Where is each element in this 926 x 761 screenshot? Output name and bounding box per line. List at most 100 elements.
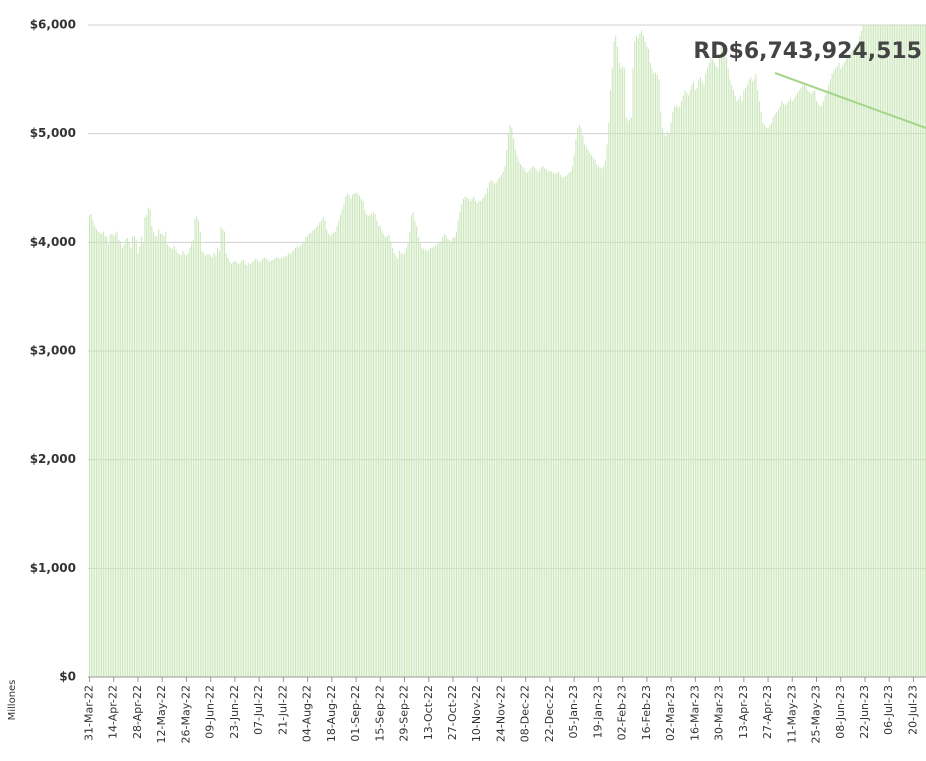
bar <box>779 106 781 677</box>
bar <box>345 196 347 677</box>
bar <box>542 166 544 677</box>
bar <box>575 139 577 677</box>
bar <box>627 120 629 677</box>
bar <box>899 25 901 677</box>
bar <box>480 201 482 677</box>
bar <box>466 197 468 677</box>
bar <box>571 166 573 677</box>
bar <box>741 101 743 677</box>
bar <box>348 195 350 677</box>
bar <box>687 95 689 677</box>
bar <box>923 25 925 677</box>
bar <box>878 25 880 677</box>
bar <box>701 81 703 677</box>
bar <box>777 109 779 677</box>
bar <box>339 215 341 677</box>
bar <box>603 166 605 677</box>
x-tick-label: 04-Aug-22 <box>301 685 314 742</box>
bar <box>850 52 852 677</box>
bar <box>288 253 290 677</box>
bar <box>343 204 345 677</box>
bar <box>312 230 314 677</box>
bar <box>462 198 464 677</box>
bar <box>732 90 734 677</box>
bar <box>762 122 764 677</box>
bar <box>635 35 637 677</box>
bar <box>139 246 141 677</box>
bar <box>281 257 283 677</box>
bar <box>629 119 631 677</box>
bar <box>431 247 433 677</box>
bar <box>869 25 871 677</box>
bar <box>696 88 698 677</box>
y-tick-label: $1,000 <box>30 561 76 575</box>
bar <box>199 231 201 677</box>
bar <box>367 216 369 677</box>
bar <box>885 25 887 677</box>
bar <box>355 192 357 677</box>
bar <box>649 63 651 677</box>
bar <box>809 92 811 677</box>
bar <box>234 260 236 677</box>
bar <box>388 234 390 677</box>
bar <box>525 171 527 677</box>
bar <box>558 171 560 677</box>
x-tick-label: 30-Mar-23 <box>713 685 726 741</box>
bar <box>303 241 305 677</box>
bar <box>246 265 248 677</box>
bar <box>772 117 774 677</box>
bar <box>549 170 551 677</box>
bar <box>625 117 627 677</box>
bar <box>269 261 271 677</box>
bar <box>528 170 530 677</box>
bar <box>331 233 333 677</box>
bar <box>684 90 686 677</box>
bar <box>700 77 702 677</box>
bar <box>89 215 90 677</box>
bar <box>385 236 387 677</box>
x-tick-label: 26-May-22 <box>179 685 192 743</box>
bar <box>694 90 696 677</box>
bar <box>828 84 830 677</box>
bar <box>275 257 277 677</box>
bar <box>97 231 99 677</box>
bar <box>729 79 731 677</box>
y-axis-label: Millones <box>7 680 18 721</box>
bar <box>807 90 809 677</box>
bar <box>679 106 681 677</box>
x-tick-label: 16-Mar-23 <box>688 685 701 741</box>
bar <box>443 233 445 677</box>
bar <box>750 77 752 677</box>
bar <box>892 25 894 677</box>
bar <box>300 245 302 677</box>
bar <box>436 244 438 677</box>
bar <box>101 233 103 677</box>
bar <box>191 243 193 677</box>
bar <box>357 193 359 677</box>
bar <box>731 84 733 677</box>
bar <box>871 25 873 677</box>
bar <box>265 258 267 677</box>
bar <box>919 25 921 677</box>
bar <box>691 84 693 677</box>
bar <box>646 46 648 677</box>
bar <box>786 103 788 677</box>
bar <box>217 247 219 677</box>
bar <box>440 241 442 677</box>
bar <box>260 260 262 677</box>
bar <box>606 144 608 677</box>
bar <box>222 229 224 677</box>
bar <box>225 253 227 677</box>
bar <box>125 239 127 677</box>
bar <box>672 111 674 677</box>
bar <box>305 236 307 677</box>
bar <box>146 215 148 677</box>
bar <box>211 257 213 677</box>
bar <box>244 264 246 677</box>
bar <box>556 172 558 677</box>
bar <box>424 249 426 677</box>
bar <box>561 177 563 677</box>
bar <box>854 46 856 677</box>
bar <box>776 111 778 677</box>
